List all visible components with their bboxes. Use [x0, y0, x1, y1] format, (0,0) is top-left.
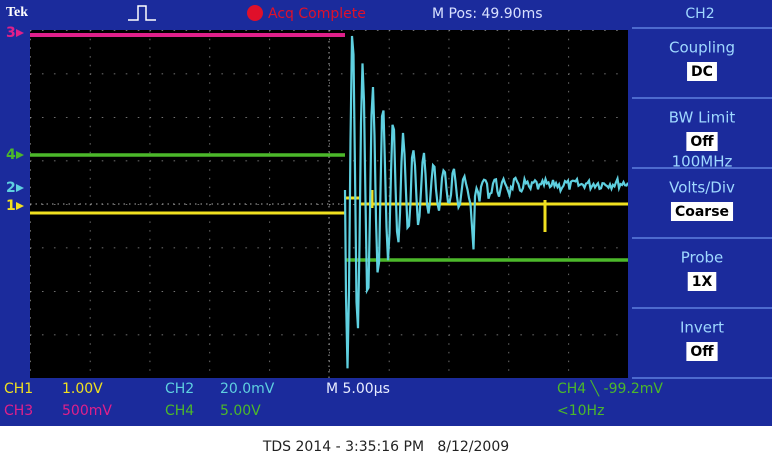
- channel-marker: 2: [6, 180, 16, 196]
- ch2-scale: 20.0mV: [220, 381, 275, 397]
- menu-value: 1X: [692, 274, 713, 290]
- trigger-frequency: <10Hz: [557, 403, 604, 419]
- menu-value: Off: [690, 134, 714, 150]
- channel-marker: 3: [6, 25, 16, 41]
- channel-marker: 1: [6, 198, 16, 214]
- oscilloscope-screen: Tek Acq Complete M Pos: 49.90ms CH2 3 4 2 1…: [0, 0, 772, 464]
- ch1-scale: 1.00V: [62, 381, 103, 397]
- menu-value: Coarse: [675, 204, 729, 220]
- menu-label: BW Limit: [669, 109, 736, 127]
- channel-marker: 4: [6, 147, 16, 163]
- ch4-label: CH4: [165, 403, 194, 419]
- menu-value: DC: [691, 64, 713, 80]
- menu-value: Off: [690, 344, 714, 360]
- brand: Tek: [6, 5, 28, 20]
- trigger-level: CH4 ╲ -99.2mV: [557, 380, 663, 397]
- position: M Pos: 49.90ms: [432, 6, 543, 22]
- menu-note: 100MHz: [672, 153, 733, 171]
- menu-label: Coupling: [669, 39, 735, 57]
- menu-label: Probe: [681, 249, 724, 267]
- ch2-label: CH2: [165, 381, 194, 397]
- page: Tek Acq Complete M Pos: 49.90ms CH2 3 4 2 1…: [0, 0, 772, 464]
- menu-title: CH2: [685, 6, 714, 22]
- menu-label: Invert: [680, 319, 724, 337]
- status-dot: [247, 5, 263, 21]
- ch4-scale: 5.00V: [220, 403, 261, 419]
- ch3-scale: 500mV: [62, 403, 112, 419]
- footer: TDS 2014 - 3:35:16 PM 8/12/2009: [262, 439, 509, 455]
- menu-label: Volts/Div: [669, 179, 735, 197]
- ch3-label: CH3: [4, 403, 33, 419]
- timebase: M 5.00µs: [326, 381, 390, 397]
- acq-status: Acq Complete: [268, 6, 366, 22]
- ch1-label: CH1: [4, 381, 33, 397]
